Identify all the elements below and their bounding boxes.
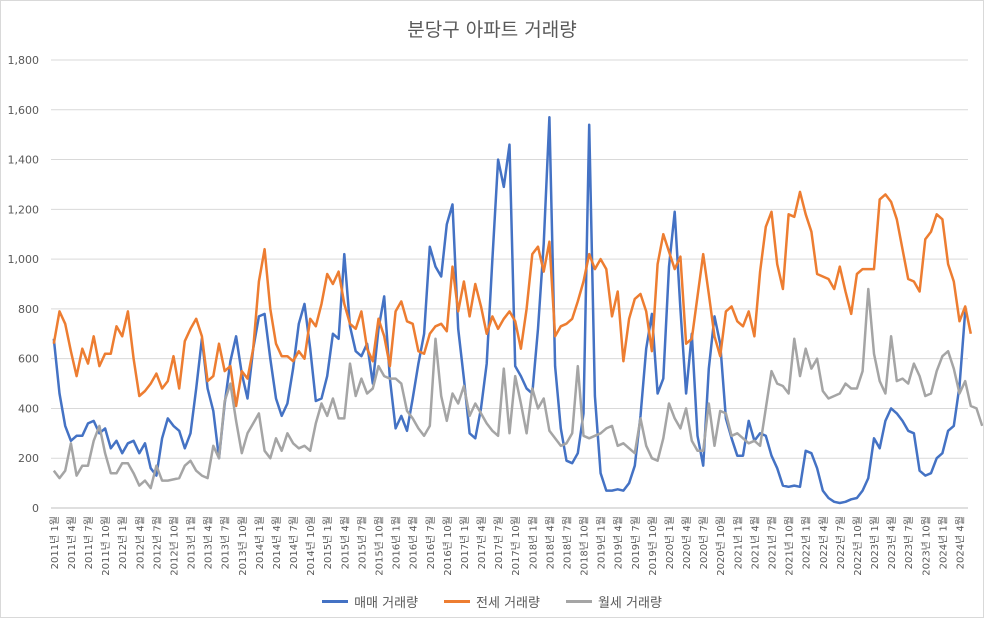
x-tick-label: 2022년 7월 [835, 516, 847, 569]
legend-label: 월세 거래량 [597, 596, 662, 611]
x-tick-label: 2012년 1월 [117, 516, 129, 569]
series-line-2 [52, 287, 983, 490]
x-tick-label: 2018년 4월 [544, 516, 556, 569]
x-tick-label: 2016년 10월 [442, 516, 454, 576]
x-tick-label: 2014년 1월 [254, 516, 266, 569]
x-tick-label: 2023년 10월 [920, 516, 932, 576]
x-tick-label: 2014년 10월 [305, 516, 317, 576]
x-tick-label: 2023년 4월 [886, 516, 898, 569]
x-tick-label: 2016년 7월 [425, 516, 437, 569]
x-tick-label: 2018년 1월 [527, 516, 539, 569]
x-tick-label: 2019년 10월 [647, 516, 659, 576]
y-tick-label: 600 [18, 353, 39, 366]
x-tick-label: 2013년 10월 [237, 516, 249, 576]
plot-area: 0 200 400 600 800 1,000 1,200 1,400 1,600 1,800 20… [8, 54, 983, 576]
x-tick-label: 2017년 10월 [510, 516, 522, 576]
x-tick-label: 2023년 1월 [869, 516, 881, 569]
series-line-0 [52, 115, 967, 505]
x-tick-label: 2013년 7월 [220, 516, 232, 569]
x-tick-label: 2018년 10월 [579, 516, 591, 576]
x-tick-label: 2013년 1월 [186, 516, 198, 569]
x-tick-label: 2019년 4월 [613, 516, 625, 569]
x-tick-label: 2018년 7월 [562, 516, 574, 569]
x-tick-label: 2020년 7월 [698, 516, 710, 569]
x-tick-label: 2024년 4월 [955, 516, 967, 569]
y-tick-label: 1,800 [8, 54, 40, 67]
x-tick-label: 2020년 4월 [681, 516, 693, 569]
legend-swatch [565, 600, 592, 603]
x-tick-label: 2016년 1월 [391, 516, 403, 569]
legend-label: 매매 거래량 [354, 596, 419, 611]
x-tick-label: 2015년 1월 [322, 516, 334, 569]
y-tick-label: 800 [18, 303, 39, 316]
x-tick-label: 2011년 1월 [49, 516, 61, 569]
legend-swatch [322, 600, 349, 603]
legend-item-0: 매매 거래량 [322, 592, 418, 611]
x-tick-label: 2021년 10월 [784, 516, 796, 576]
x-tick-label: 2017년 1월 [459, 516, 471, 569]
x-tick-label: 2022년 4월 [818, 516, 830, 569]
x-tick-label: 2017년 7월 [493, 516, 505, 569]
x-tick-label: 2011년 7월 [83, 516, 95, 569]
x-tick-label: 2019년 7월 [630, 516, 642, 569]
series-line-1 [52, 190, 973, 408]
x-tick-label: 2023년 7월 [903, 516, 915, 569]
x-tick-label: 2015년 4월 [339, 516, 351, 569]
x-tick-label: 2014년 7월 [288, 516, 300, 569]
legend-label: 전세 거래량 [476, 596, 540, 611]
x-tick-label: 2016년 4월 [408, 516, 420, 569]
legend: 매매 거래량 전세 거래량 월세 거래량 [1, 592, 983, 611]
x-tick-label: 2021년 7월 [767, 516, 779, 569]
x-tick-label: 2024년 1월 [937, 516, 949, 569]
x-tick-label: 2022년 10월 [852, 516, 864, 576]
x-tick-label: 2015년 10월 [374, 516, 386, 576]
x-tick-label: 2013년 4월 [203, 516, 215, 569]
legend-item-1: 전세 거래량 [444, 592, 540, 611]
y-tick-label: 1,600 [8, 104, 40, 117]
y-tick-label: 1,200 [8, 203, 40, 216]
y-tick-label: 1,400 [8, 154, 40, 167]
x-tick-label: 2020년 10월 [715, 516, 727, 576]
x-tick-label: 2022년 1월 [801, 516, 813, 569]
x-tick-label: 2012년 7월 [151, 516, 163, 569]
x-tick-label: 2011년 10월 [100, 516, 112, 576]
y-tick-label: 400 [18, 402, 39, 415]
x-tick-label: 2019년 1월 [596, 516, 608, 569]
legend-swatch [444, 600, 471, 603]
y-tick-label: 200 [18, 452, 39, 465]
chart-title: 분당구 아파트 거래량 [407, 19, 577, 41]
legend-item-2: 월세 거래량 [565, 592, 662, 611]
x-tick-label: 2015년 7월 [356, 516, 368, 569]
x-tick-label: 2012년 4월 [134, 516, 146, 569]
x-tick-label: 2021년 1월 [732, 516, 744, 569]
y-tick-label: 0 [32, 502, 39, 515]
x-tick-label: 2014년 4월 [271, 516, 283, 569]
x-tick-label: 2021년 4월 [749, 516, 761, 569]
y-tick-label: 1,000 [8, 253, 40, 266]
x-tick-label: 2017년 4월 [476, 516, 488, 569]
x-tick-label: 2012년 10월 [169, 516, 181, 576]
x-tick-label: 2020년 1월 [664, 516, 676, 569]
x-tick-label: 2011년 4월 [66, 516, 78, 569]
